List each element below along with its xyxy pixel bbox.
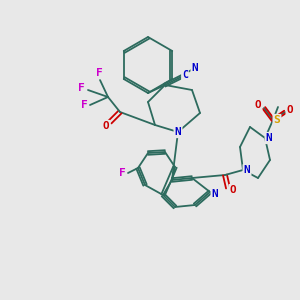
Text: N: N (244, 165, 250, 175)
Text: N: N (192, 63, 198, 73)
Text: F: F (118, 168, 125, 178)
Text: F: F (96, 68, 102, 78)
Text: O: O (255, 100, 261, 110)
Text: F: F (81, 100, 87, 110)
Text: S: S (274, 115, 280, 125)
Text: C: C (182, 70, 188, 80)
Text: N: N (212, 189, 218, 199)
Text: O: O (230, 185, 236, 195)
Text: O: O (286, 105, 293, 115)
Text: N: N (266, 133, 272, 143)
Text: F: F (78, 83, 84, 93)
Text: N: N (175, 127, 182, 137)
Text: O: O (103, 121, 110, 131)
